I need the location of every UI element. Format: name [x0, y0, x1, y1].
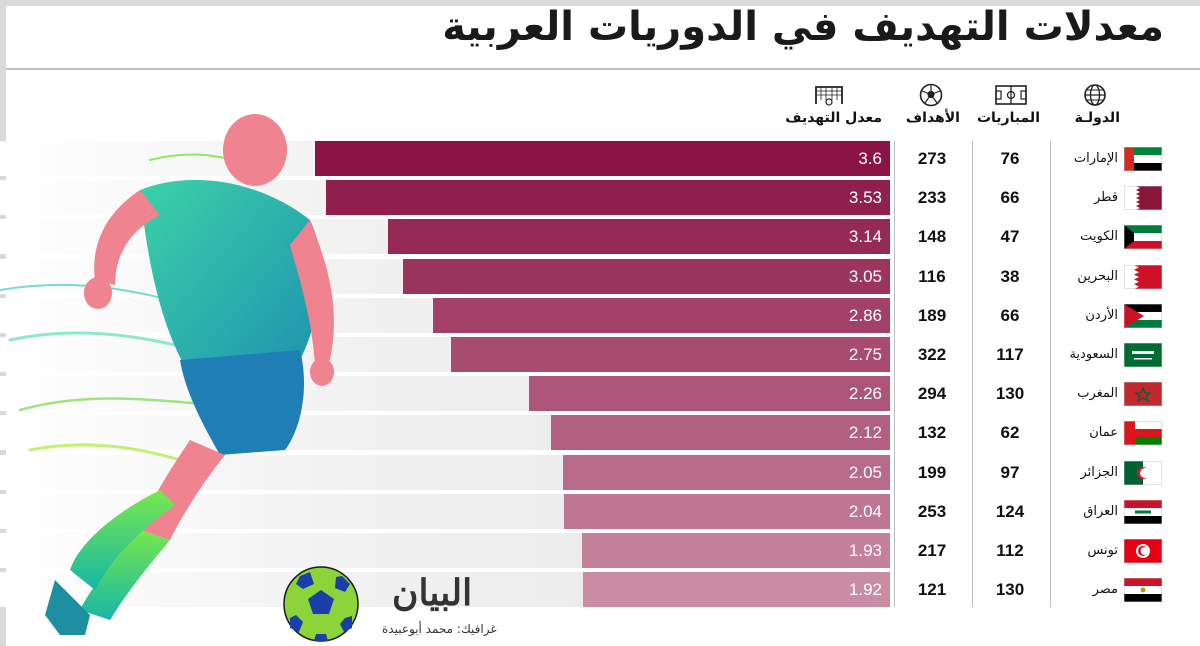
matches-value: 130 — [995, 384, 1025, 404]
country-flag-icon — [1124, 343, 1162, 367]
football-icon — [919, 83, 943, 107]
country-name: السعودية — [1069, 347, 1118, 362]
goals-value: 294 — [917, 384, 947, 404]
bar: 2.86 — [433, 297, 890, 333]
bar: 3.6 — [315, 141, 890, 176]
frame-top — [0, 0, 1200, 6]
bar: 1.92 — [583, 572, 890, 608]
country-name: عمان — [1089, 425, 1118, 441]
bar: 2.04 — [564, 493, 890, 529]
goals-value: 121 — [917, 580, 947, 600]
goals-value: 273 — [917, 149, 947, 168]
goals-value: 132 — [917, 423, 947, 443]
matches-value: 76 — [1000, 149, 1020, 168]
bar-value-label: 3.53 — [848, 188, 882, 208]
goals-value: 116 — [918, 266, 946, 286]
matches-value: 130 — [995, 580, 1025, 600]
country-flag-icon — [1124, 186, 1162, 211]
matches-value: 66 — [1000, 305, 1020, 325]
country-name: المغرب — [1077, 386, 1118, 402]
header-matches: المباريات — [976, 110, 1040, 126]
goals-value: 199 — [917, 462, 947, 482]
country-flag-icon — [1124, 421, 1162, 446]
bar: 2.75 — [451, 337, 890, 372]
page-title: معدلات التهديف في الدوريات العربية — [442, 4, 1164, 50]
bar-value-label: 3.14 — [848, 227, 882, 247]
matches-value: 124 — [995, 501, 1025, 521]
title-divider — [6, 68, 1200, 70]
country-flag-icon — [1124, 539, 1162, 563]
column-separator — [894, 141, 895, 607]
bar: 3.53 — [326, 180, 890, 216]
country-name: الإمارات — [1073, 151, 1118, 166]
goals-value: 253 — [917, 501, 947, 521]
matches-value: 117 — [996, 345, 1024, 364]
country-flag-icon — [1124, 147, 1162, 171]
matches-value: 97 — [1000, 462, 1020, 482]
country-flag-icon — [1124, 225, 1162, 250]
matches-value: 66 — [1000, 188, 1020, 208]
bar: 3.05 — [403, 258, 890, 294]
graphic-credit: غرافيك: محمد أبوعبيدة — [382, 622, 497, 636]
matches-value: 47 — [1000, 227, 1020, 247]
globe-icon — [1084, 84, 1106, 106]
country-flag-icon — [1124, 499, 1162, 524]
bar: 3.14 — [388, 219, 890, 255]
bar: 2.12 — [551, 415, 890, 451]
country-flag-icon — [1124, 303, 1162, 328]
country-name: قطر — [1093, 190, 1118, 206]
goals-value: 217 — [917, 541, 947, 560]
bar-value-label: 1.92 — [848, 580, 882, 600]
goal-net-icon — [815, 86, 843, 106]
bar-value-label: 2.04 — [848, 501, 882, 521]
column-separator — [972, 141, 973, 607]
column-separator — [1050, 141, 1051, 607]
country-flag-icon — [1124, 382, 1162, 407]
goals-value: 189 — [917, 305, 947, 325]
bar: 1.93 — [582, 533, 890, 568]
publisher-logo: البيان — [392, 572, 473, 614]
country-name: العراق — [1083, 503, 1118, 519]
country-name: الأردن — [1085, 307, 1118, 323]
country-name: مصر — [1092, 582, 1118, 598]
country-flag-icon — [1124, 264, 1162, 289]
country-name: الجزائر — [1080, 464, 1118, 480]
matches-value: 62 — [1000, 423, 1020, 443]
bar: 2.26 — [529, 376, 890, 412]
bar-value-label: 2.26 — [848, 384, 882, 404]
country-flag-icon — [1124, 578, 1162, 603]
header-rate: معدل التهديف — [785, 110, 882, 126]
goals-value: 233 — [917, 188, 947, 208]
bar-value-label: 2.86 — [848, 305, 882, 325]
country-name: الكويت — [1080, 229, 1118, 245]
country-name: تونس — [1087, 543, 1118, 558]
country-flag-icon — [1124, 460, 1162, 485]
bar-value-label: 1.93 — [848, 541, 882, 560]
bar-value-label: 2.75 — [848, 345, 882, 364]
bar-value-label: 2.12 — [848, 423, 882, 443]
pitch-icon — [995, 85, 1027, 105]
goals-value: 148 — [917, 227, 947, 247]
matches-value: 38 — [1000, 266, 1020, 286]
bar: 2.05 — [563, 454, 890, 490]
bar-value-label: 2.05 — [848, 462, 882, 482]
bar-value-label: 3.6 — [858, 149, 882, 168]
header-goals: الأهداف — [905, 110, 960, 126]
country-name: البحرين — [1077, 268, 1118, 284]
goals-value: 322 — [917, 345, 947, 364]
bar-value-label: 3.05 — [848, 266, 882, 286]
player-illustration — [0, 114, 359, 642]
matches-value: 112 — [996, 541, 1024, 560]
header-country: الدولـة — [1074, 110, 1120, 126]
